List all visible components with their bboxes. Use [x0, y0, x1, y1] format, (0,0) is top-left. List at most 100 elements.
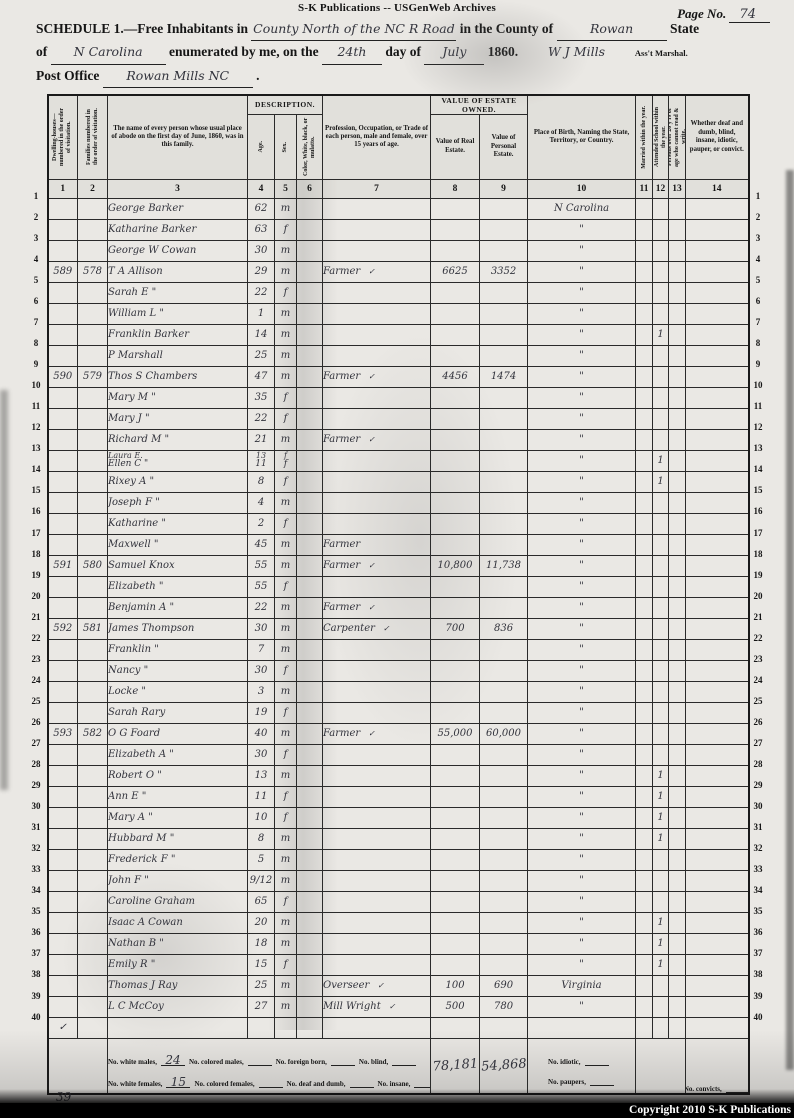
blind-blank: [392, 1064, 417, 1066]
age-cell: 13: [247, 764, 275, 787]
row-number-13: 13: [753, 443, 763, 454]
family-number-cell: [77, 281, 108, 304]
row-number-19: 19: [31, 569, 41, 580]
column-number-11: 11: [635, 178, 654, 199]
school-cell: [652, 617, 670, 640]
dwelling-number-cell: [47, 659, 78, 682]
married-cell: [635, 365, 654, 388]
idiotic-blank: [584, 1064, 609, 1066]
name-cell: Laura E. Ellen C ": [107, 449, 248, 472]
sex-cell: m: [274, 827, 297, 850]
row-number-24: 24: [31, 674, 41, 685]
row-number-16: 16: [753, 506, 763, 517]
birthplace-cell: ": [527, 848, 637, 871]
census-row-40: ✓: [47, 1016, 750, 1039]
occupation-cell: Mill Wright ✓: [322, 995, 432, 1018]
header-birthplace: Place of Birth, Naming the State, Territ…: [527, 94, 637, 180]
age-cell: 22: [247, 281, 275, 304]
row-number-28: 28: [31, 759, 41, 770]
dwelling-number-cell: [47, 848, 78, 871]
age-cell: 40: [247, 722, 275, 745]
occupation-cell: Farmer: [322, 533, 432, 556]
cannot-read-cell: [668, 386, 687, 409]
name-cell: Nathan B ": [107, 932, 248, 955]
census-row-24: Locke " 3 m ": [47, 680, 750, 703]
dwelling-number-cell: 592: [47, 617, 78, 640]
birthplace-cell: ": [527, 638, 637, 661]
cannot-read-cell: [668, 428, 687, 451]
census-row-23: Nancy " 30 f ": [47, 659, 750, 682]
row-number-37: 37: [31, 948, 41, 959]
personal-estate-value-cell: [479, 239, 529, 262]
real-estate-total: 78,181: [428, 1036, 482, 1096]
school-cell: [652, 428, 670, 451]
remarks-cell: [685, 302, 750, 325]
real-estate-value-cell: [430, 533, 481, 556]
row-number-36: 36: [753, 927, 763, 938]
personal-estate-value-cell: 3352: [479, 260, 529, 283]
name-cell: Maxwell ": [107, 533, 248, 556]
row-number-19: 19: [753, 569, 763, 580]
birthplace-cell: ": [527, 659, 637, 682]
occupation-cell: [322, 890, 432, 913]
remarks-cell: [685, 512, 750, 535]
header-cannot-read: Persons over 20 y'rs of age who cannot r…: [668, 94, 687, 180]
header-real-estate: Value of Real Estate.: [430, 113, 481, 180]
remarks-cell: [685, 827, 750, 850]
occupation-cell: [322, 281, 432, 304]
column-number-5: 5: [274, 178, 297, 199]
name-cell: Emily R ": [107, 953, 248, 976]
dwelling-number-cell: [47, 533, 78, 556]
married-cell: [635, 407, 654, 430]
cannot-read-cell: [668, 911, 687, 934]
row-number-22: 22: [31, 632, 41, 643]
paupers-label: No. paupers,: [548, 1077, 586, 1086]
family-number-cell: [77, 995, 108, 1018]
census-row-33: John F " 9/12 m ": [47, 869, 750, 892]
color-cell: [295, 1016, 324, 1039]
name-cell: Isaac A Cowan: [107, 911, 248, 934]
cannot-read-cell: [668, 701, 687, 724]
sex-cell: f: [274, 785, 297, 808]
personal-estate-value-cell: [479, 890, 529, 913]
remarks-cell: [685, 911, 750, 934]
sex-cell: m: [274, 932, 297, 955]
remarks-cell: [685, 554, 750, 577]
row-number-4: 4: [755, 253, 761, 264]
remarks-cell: [685, 848, 750, 871]
dwelling-number-cell: [47, 323, 78, 346]
occupation-cell: [322, 239, 432, 262]
name-cell: [107, 1016, 248, 1039]
personal-estate-value-cell: [479, 785, 529, 808]
school-cell: [652, 260, 670, 283]
name-cell: Hubbard M ": [107, 827, 248, 850]
row-number-26: 26: [31, 716, 41, 727]
column-number-10: 10: [527, 178, 637, 199]
row-number-39: 39: [753, 990, 763, 1001]
school-cell: [652, 281, 670, 304]
age-cell: 45: [247, 533, 275, 556]
birthplace-cell: ": [527, 680, 637, 703]
header-color: Color, White, black, or mulatto.: [295, 113, 324, 180]
dwelling-number-cell: [47, 806, 78, 829]
color-cell: [295, 239, 324, 262]
sex-cell: f: [274, 806, 297, 829]
dwelling-number-cell: [47, 743, 78, 766]
cannot-read-cell: [668, 512, 687, 535]
birthplace-cell: ": [527, 827, 637, 850]
dwelling-number-cell: [47, 218, 78, 241]
row-number-40: 40: [31, 1011, 41, 1022]
remarks-cell: [685, 869, 750, 892]
idiotic-paupers-cell: No. idiotic, No. paupers,: [527, 1037, 637, 1095]
census-row-14: Rixey A " 8 f " 1: [47, 470, 750, 493]
sex-cell: m: [274, 344, 297, 367]
name-cell: Elizabeth ": [107, 575, 248, 598]
census-row-32: Frederick F " 5 m ": [47, 848, 750, 871]
sex-cell: m: [274, 596, 297, 619]
age-cell: 65: [247, 890, 275, 913]
remarks-cell: [685, 701, 750, 724]
remarks-cell: [685, 890, 750, 913]
color-cell: [295, 533, 324, 556]
family-number-cell: [77, 827, 108, 850]
color-cell: [295, 953, 324, 976]
